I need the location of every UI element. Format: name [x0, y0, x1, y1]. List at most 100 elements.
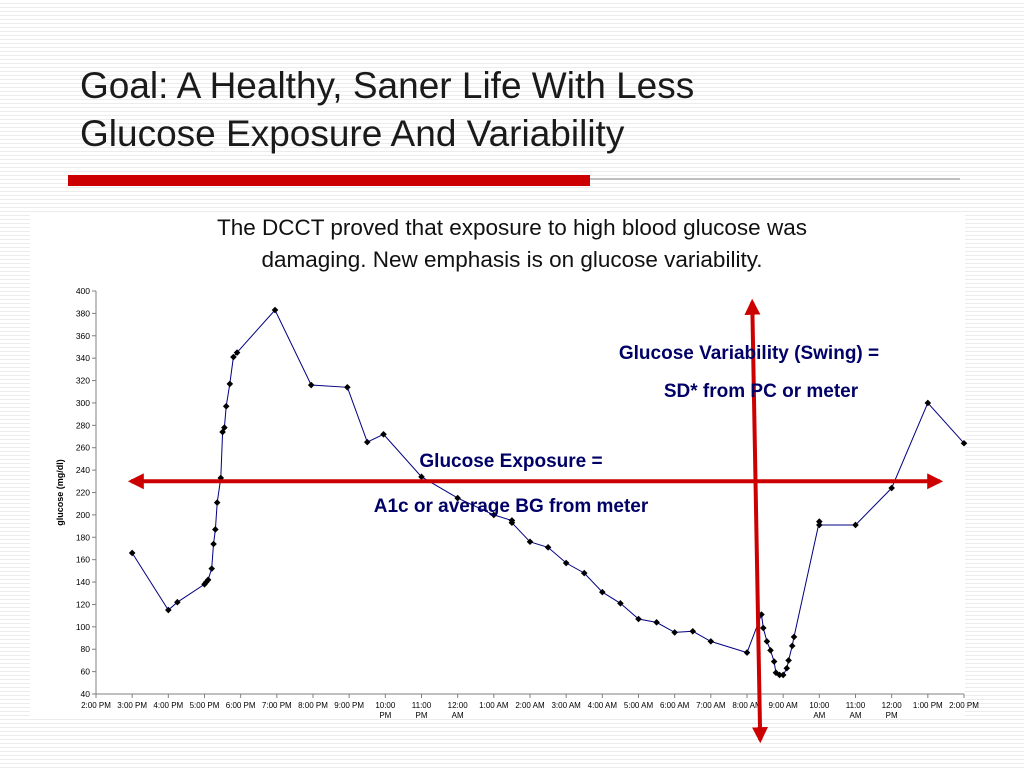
- data-point: [924, 399, 932, 407]
- data-point: [508, 519, 516, 527]
- x-tick-label: 5:00 AM: [624, 701, 654, 710]
- data-point: [210, 540, 217, 548]
- x-tick-label: 4:00 PM: [153, 701, 183, 710]
- x-tick-label: 11:00 AM: [846, 701, 866, 720]
- x-tick-label: 9:00 PM: [334, 701, 364, 710]
- x-tick-label: 5:00 PM: [190, 701, 220, 710]
- data-point: [221, 424, 228, 431]
- y-tick-label: 140: [76, 577, 90, 587]
- x-tick-label: 4:00 AM: [588, 701, 618, 710]
- data-point: [689, 628, 697, 635]
- data-point: [788, 642, 796, 650]
- data-point: [852, 521, 859, 529]
- x-tick-label: 1:00 PM: [913, 701, 943, 710]
- x-tick-label: 7:00 AM: [696, 701, 726, 710]
- data-point: [816, 518, 823, 525]
- title-underline: [68, 175, 960, 186]
- y-tick-label: 240: [76, 465, 90, 475]
- y-tick-label: 320: [76, 376, 90, 386]
- data-point: [490, 511, 498, 519]
- data-point: [743, 649, 751, 656]
- x-tick-label: 3:00 PM: [117, 701, 147, 710]
- variability-label-line2: SD* from PC or meter: [664, 381, 859, 402]
- title-underline-grey: [590, 178, 960, 180]
- data-point: [212, 526, 219, 533]
- data-point: [128, 549, 136, 557]
- x-tick-label: 2:00 PM: [81, 701, 111, 710]
- data-point: [707, 638, 715, 645]
- data-point: [785, 657, 792, 664]
- x-tick-label: 6:00 AM: [660, 701, 690, 710]
- series-line: [131, 309, 965, 676]
- data-point: [544, 544, 552, 551]
- data-point: [960, 439, 968, 447]
- data-point: [230, 353, 237, 361]
- data-point: [770, 658, 778, 665]
- x-tick-label: 3:00 AM: [551, 701, 581, 710]
- subtitle-line2: damaging. New emphasis is on glucose var…: [261, 247, 763, 272]
- x-tick-label: 10:00 PM: [375, 701, 396, 720]
- y-tick-label: 120: [76, 599, 90, 609]
- x-tick-label: 2:00 PM: [949, 701, 979, 710]
- data-point: [599, 588, 606, 596]
- x-tick-label: 6:00 PM: [226, 701, 256, 710]
- data-point: [219, 428, 226, 436]
- data-point: [759, 624, 767, 632]
- slide-title-line2: Glucose Exposure And Variability: [80, 113, 625, 154]
- data-point: [617, 600, 624, 607]
- data-point: [233, 349, 241, 356]
- subtitle: The DCCT proved that exposure to high bl…: [70, 212, 954, 276]
- y-tick-label: 300: [76, 398, 90, 408]
- data-point: [222, 403, 230, 410]
- chart-arrows: [127, 298, 944, 744]
- data-point: [226, 380, 234, 388]
- data-point: [562, 559, 570, 567]
- x-tick-label: 12:00 AM: [448, 701, 469, 720]
- y-tick-label: 100: [76, 622, 90, 632]
- data-point: [763, 638, 771, 645]
- data-point: [380, 430, 387, 438]
- y-tick-label: 280: [76, 420, 90, 430]
- exposure-label-line1: Glucose Exposure =: [419, 451, 602, 472]
- data-point: [454, 494, 461, 502]
- slide-title-line1: Goal: A Healthy, Saner Life With Less: [80, 65, 695, 106]
- chart-ticks: 40 60 80 100 120 140 160 180 200 220 240 260 280 300 3…: [55, 286, 979, 720]
- data-point: [307, 381, 315, 389]
- x-tick-label: 2:00 AM: [515, 701, 545, 710]
- data-point: [671, 629, 678, 636]
- y-tick-label: 360: [76, 331, 90, 341]
- y-tick-label: 400: [76, 286, 90, 296]
- data-point: [776, 671, 783, 679]
- chart-panel: [30, 214, 965, 719]
- y-tick-label: 340: [76, 353, 90, 363]
- data-point: [213, 499, 221, 506]
- data-point: [271, 306, 279, 314]
- y-axis-title: glucose (mg/dl): [55, 459, 65, 526]
- y-tick-label: 60: [81, 667, 91, 677]
- y-tick-label: 260: [76, 443, 90, 453]
- variability-label-line1: Glucose Variability (Swing) =: [619, 343, 879, 364]
- variability-arrow: [744, 298, 768, 744]
- y-tick-label: 160: [76, 555, 90, 565]
- x-tick-label: 12:00 PM: [882, 701, 903, 720]
- y-tick-label: 200: [76, 510, 90, 520]
- x-tick-label: 1:00 AM: [479, 701, 509, 710]
- data-point: [635, 615, 642, 623]
- data-point: [203, 578, 210, 586]
- data-point: [653, 619, 660, 626]
- subtitle-line1: The DCCT proved that exposure to high bl…: [217, 215, 807, 240]
- data-point: [783, 664, 791, 672]
- slide-title: Goal: A Healthy, Saner Life With Less Gl…: [80, 62, 960, 158]
- data-point: [526, 538, 534, 546]
- x-tick-label: 11:00 PM: [412, 701, 432, 720]
- data-point: [174, 598, 181, 606]
- x-tick-label: 10:00 AM: [809, 701, 830, 720]
- data-point: [767, 647, 774, 654]
- y-tick-label: 380: [76, 308, 90, 318]
- data-point: [816, 521, 823, 529]
- y-tick-label: 40: [81, 689, 91, 699]
- x-tick-label: 9:00 AM: [768, 701, 798, 710]
- x-tick-label: 8:00 PM: [298, 701, 328, 710]
- x-tick-label: 7:00 PM: [262, 701, 292, 710]
